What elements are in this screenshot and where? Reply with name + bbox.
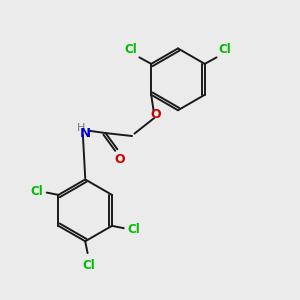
Text: Cl: Cl bbox=[82, 259, 95, 272]
Text: Cl: Cl bbox=[127, 223, 140, 236]
Text: H: H bbox=[77, 123, 85, 133]
Text: Cl: Cl bbox=[219, 43, 231, 56]
Text: N: N bbox=[80, 127, 91, 140]
Text: Cl: Cl bbox=[124, 43, 137, 56]
Text: O: O bbox=[151, 108, 161, 121]
Text: O: O bbox=[114, 153, 125, 166]
Text: Cl: Cl bbox=[30, 185, 43, 198]
